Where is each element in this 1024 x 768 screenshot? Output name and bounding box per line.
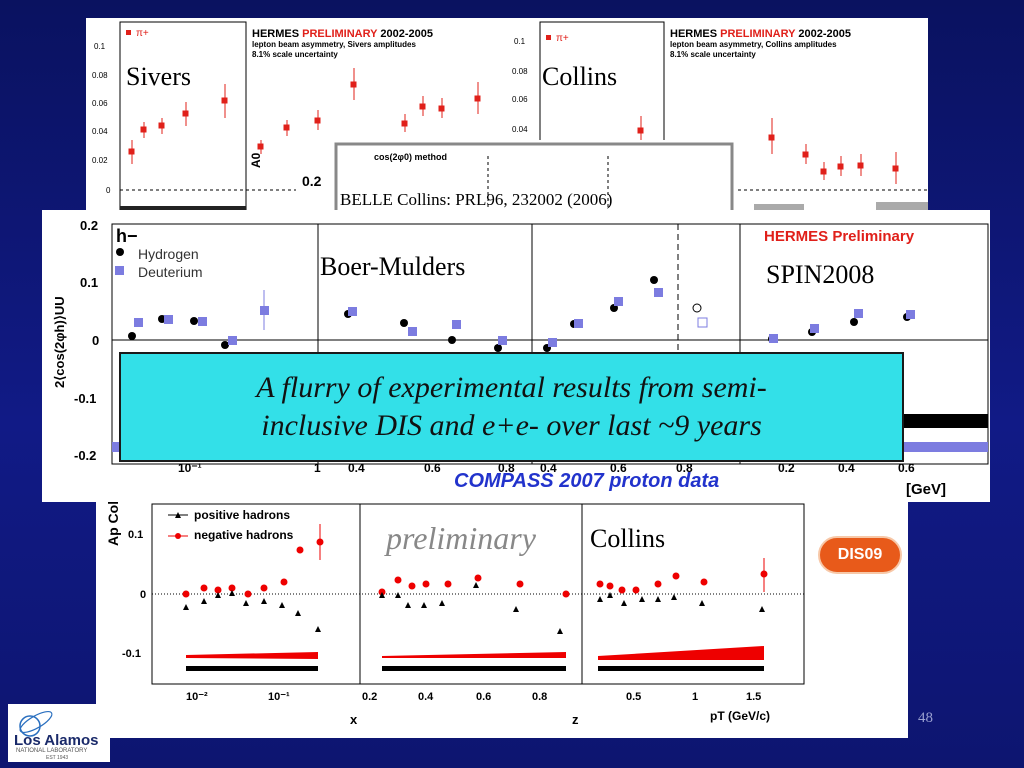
tick-label: 0.1 — [514, 37, 526, 46]
label-sivers: Sivers — [126, 62, 191, 91]
banner-line-1: A flurry of experimental results from se… — [256, 371, 767, 404]
hermes-plots-graphic: 0.1 0.08 0.06 0.04 0.02 0 0.1 0.08 0.06 … — [92, 21, 928, 213]
los-alamos-logo: Los Alamos NATIONAL LABORATORY EST 1943 — [8, 704, 110, 762]
tick-label: 0.2 — [778, 461, 795, 475]
logo-name: Los Alamos — [14, 732, 99, 749]
page-number: 48 — [918, 710, 933, 726]
tick-label: 0.1 — [94, 42, 106, 51]
tick-label: 10⁻² — [186, 691, 208, 703]
tick-label: 0 — [140, 589, 146, 601]
summary-banner: A flurry of experimental results from se… — [119, 352, 904, 462]
tick-label: 0.02 — [92, 156, 108, 165]
belle-inset: 0.2 cos(2φ0) method BELLE Collins: PRL96… — [296, 140, 736, 214]
compass-collins-graphic: 0.1 0 -0.1 10⁻² 10⁻¹ x 0.2 0.4 0.6 0.8 z… — [105, 502, 805, 727]
tick-label: 0.06 — [512, 95, 528, 104]
tick-label: -0.2 — [74, 448, 96, 463]
label-collins-top: Collins — [542, 62, 618, 91]
tick-label: 0.2 — [362, 691, 377, 703]
tick-label: -0.1 — [122, 648, 141, 660]
hermes-preliminary-label: HERMES Preliminary — [764, 228, 915, 245]
legend-pi-plus: π+ — [556, 33, 569, 44]
tick-label: 0.4 — [838, 461, 855, 475]
preliminary-watermark: preliminary — [386, 520, 536, 556]
axis-unit-gev: [GeV] — [906, 481, 946, 498]
tick-label: 0.6 — [898, 461, 915, 475]
tick-label: 0.6 — [476, 691, 491, 703]
tick-label: 10⁻¹ — [268, 691, 290, 703]
tick-label: 1 — [314, 461, 321, 475]
dis09-badge: DIS09 — [818, 536, 902, 574]
legend-positive-hadrons: positive hadrons — [194, 508, 291, 522]
tick-label: 0.04 — [512, 125, 528, 134]
banner-line-2: inclusive DIS and e+e- over last ~9 year… — [261, 409, 762, 442]
legend-deuterium: Deuterium — [138, 264, 203, 280]
hermes-header-sivers: HERMES PRELIMINARY 2002-2005 lepton beam… — [252, 28, 433, 59]
tick-label: 0.4 — [418, 691, 434, 703]
tick-label: 0.5 — [626, 691, 641, 703]
tick-label: 0.06 — [92, 99, 108, 108]
tick-label: 0.8 — [676, 461, 693, 475]
boer-mulders-graphic: 0.2 0.1 0 -0.1 -0.2 10⁻¹ 1 0.4 0.6 0.8 0… — [52, 218, 989, 498]
los-alamos-mark — [19, 711, 53, 737]
legend-negative-hadrons: negative hadrons — [194, 528, 294, 542]
axis-label-cos2phi: 2⟨cos(2φh)⟩UU — [52, 296, 67, 388]
tick-label: 0.08 — [512, 67, 528, 76]
tick-label: 1 — [692, 691, 698, 703]
hermes-header-collins: HERMES PRELIMINARY 2002-2005 lepton beam… — [670, 28, 851, 59]
belle-tick: 0.2 — [302, 173, 322, 189]
label-spin2008: SPIN2008 — [766, 260, 875, 289]
axis-label-pt: pT (GeV/c) — [710, 709, 770, 723]
belle-method: cos(2φ0) method — [374, 152, 447, 162]
tick-label: 0.8 — [532, 691, 547, 703]
label-belle-collins: BELLE Collins: PRL96, 232002 (2006) — [340, 190, 613, 209]
tick-label: 0 — [92, 333, 99, 348]
compass-label: COMPASS 2007 proton data — [454, 470, 720, 492]
axis-label-x: x — [350, 712, 358, 727]
tick-label: 0 — [106, 186, 111, 195]
tick-label: 0.6 — [424, 461, 441, 475]
tick-label: 0.2 — [80, 218, 98, 233]
label-collins-bottom: Collins — [590, 524, 666, 553]
legend-hminus: h− — [116, 226, 138, 246]
compass-collins-panel: 0.1 0 -0.1 10⁻² 10⁻¹ x 0.2 0.4 0.6 0.8 z… — [96, 502, 908, 738]
tick-label: 10⁻¹ — [178, 461, 202, 475]
tick-label: -0.1 — [74, 391, 96, 406]
tick-label: 0.4 — [348, 461, 365, 475]
label-boer-mulders: Boer-Mulders — [320, 252, 466, 281]
legend-hydrogen: Hydrogen — [138, 246, 199, 262]
tick-label: 0.04 — [92, 127, 108, 136]
tick-label: 0.6 — [610, 461, 627, 475]
axis-label-z: z — [572, 712, 579, 727]
tick-label: 0.08 — [92, 71, 108, 80]
tick-label: 0.1 — [128, 529, 143, 541]
tick-label: 1.5 — [746, 691, 761, 703]
tick-label: 0.4 — [540, 461, 557, 475]
logo-sub: NATIONAL LABORATORY — [16, 748, 88, 754]
tick-label: 0.1 — [80, 275, 98, 290]
axis-label-acoll: Ap Coll — [105, 502, 121, 546]
axis-label-a0: A0 — [249, 152, 263, 168]
logo-est: EST 1943 — [46, 755, 69, 761]
legend-pi-plus: π+ — [136, 28, 149, 39]
tick-label: 0.8 — [498, 461, 515, 475]
